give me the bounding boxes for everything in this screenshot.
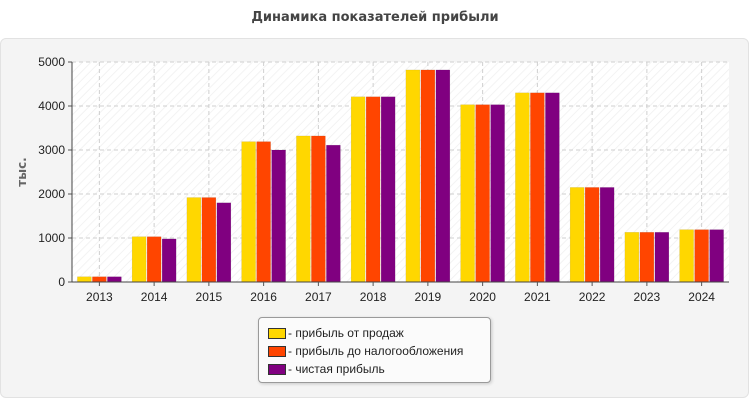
x-tick-label: 2022	[579, 290, 606, 304]
bar	[131, 236, 147, 283]
bar	[545, 92, 560, 283]
legend-item: - прибыль от продаж	[268, 324, 490, 342]
bar	[420, 69, 436, 283]
legend-swatch	[268, 363, 286, 375]
bar	[146, 236, 162, 283]
x-tick-label: 2020	[469, 290, 496, 304]
bar	[380, 96, 396, 283]
bar	[405, 69, 421, 283]
x-tick-label: 2013	[86, 290, 113, 304]
y-tick-label: 4000	[38, 99, 65, 113]
bar	[326, 144, 341, 283]
legend-item: - прибыль до налогообложения	[268, 342, 490, 360]
y-tick-label: 3000	[38, 143, 65, 157]
x-tick-label: 2015	[196, 290, 223, 304]
legend-swatch	[268, 345, 286, 357]
bar	[515, 92, 530, 283]
y-tick-label: 0	[58, 275, 65, 289]
bar	[490, 104, 505, 283]
bar	[639, 232, 655, 283]
x-tick-label: 2018	[360, 290, 387, 304]
bar	[350, 96, 366, 283]
x-tick-label: 2019	[415, 290, 442, 304]
bar	[271, 149, 286, 283]
bar	[256, 141, 271, 283]
bar	[475, 104, 490, 283]
bar	[365, 96, 381, 283]
x-tick-label: 2014	[141, 290, 168, 304]
x-tick-label: 2023	[634, 290, 661, 304]
plot-area	[72, 62, 729, 282]
y-axis-label: тыс.	[15, 157, 29, 186]
legend-label: - чистая прибыль	[288, 362, 385, 376]
legend-label: - прибыль от продаж	[288, 326, 404, 340]
bar	[530, 92, 545, 283]
x-tick-label: 2017	[305, 290, 332, 304]
bar	[201, 197, 217, 283]
x-tick-label: 2021	[524, 290, 551, 304]
chart-legend: - прибыль от продаж - прибыль до налогооб…	[258, 317, 491, 383]
y-tick-label: 2000	[38, 187, 65, 201]
bar	[709, 229, 724, 283]
bar	[460, 104, 475, 283]
bar	[584, 187, 600, 283]
bar	[624, 232, 640, 283]
bar	[77, 276, 92, 283]
bar	[92, 276, 107, 283]
bar	[161, 238, 177, 283]
bar	[694, 229, 709, 283]
bar	[216, 202, 232, 283]
x-tick-label: 2016	[250, 290, 277, 304]
bar	[107, 276, 122, 283]
bar	[569, 187, 585, 283]
bar	[679, 229, 694, 283]
x-tick-label: 2024	[688, 290, 715, 304]
bar	[435, 69, 451, 283]
chart-title: Динамика показателей прибыли	[251, 10, 499, 25]
bar	[186, 197, 202, 283]
bar	[654, 232, 670, 283]
y-tick-label: 1000	[38, 231, 65, 245]
legend-swatch	[268, 327, 286, 339]
legend-item: - чистая прибыль	[268, 360, 490, 378]
bar	[241, 141, 256, 283]
bar	[311, 135, 326, 283]
legend-label: - прибыль до налогообложения	[288, 344, 464, 358]
bar	[296, 135, 311, 283]
y-tick-label: 5000	[38, 55, 65, 69]
bar	[599, 187, 615, 283]
